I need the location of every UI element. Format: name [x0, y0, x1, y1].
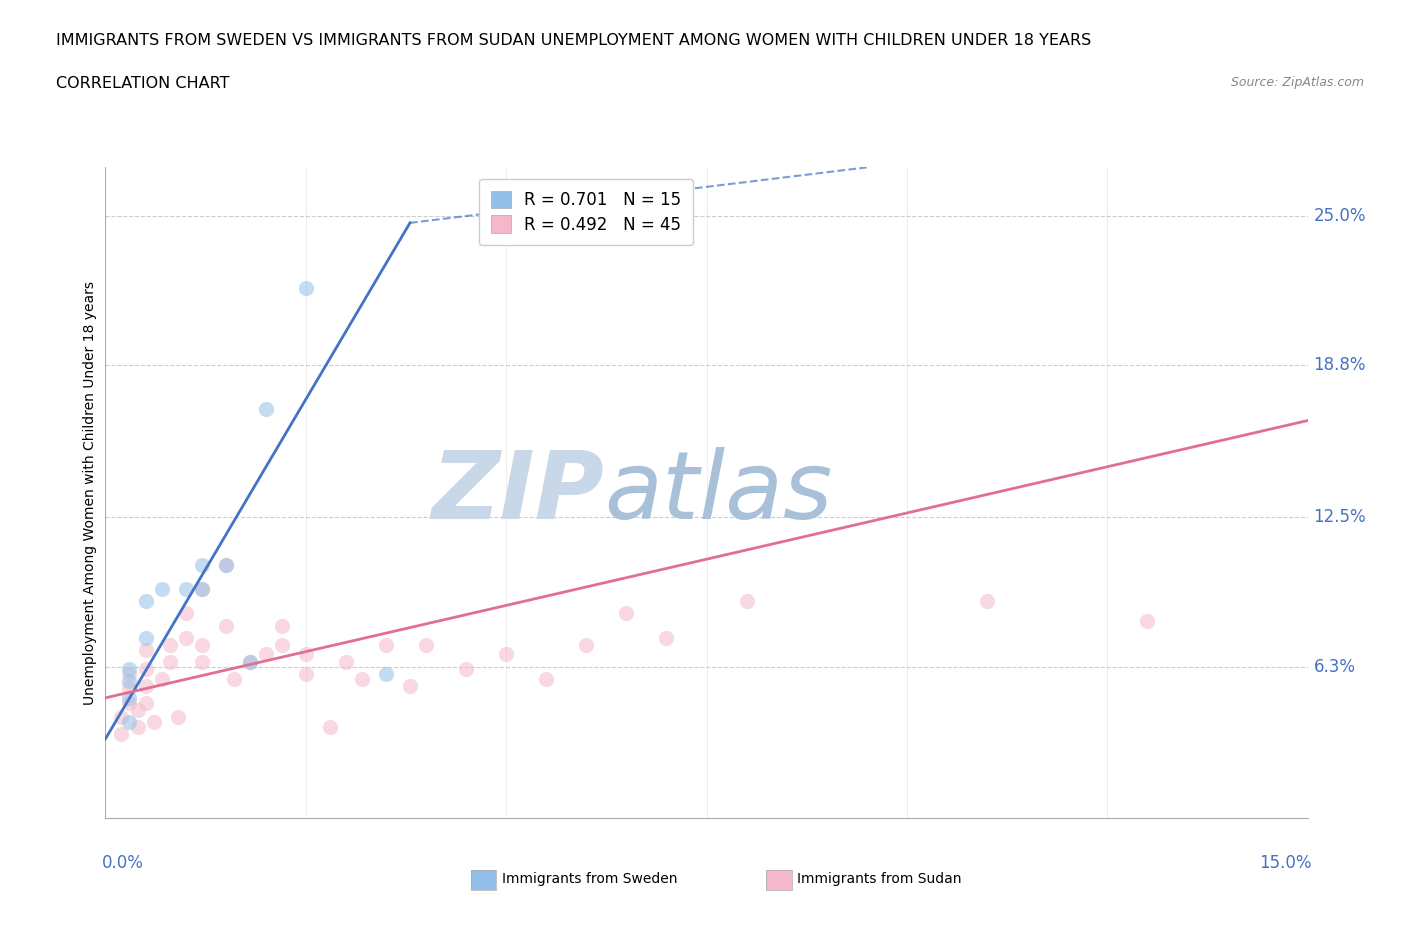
Text: atlas: atlas	[605, 447, 832, 538]
Point	[118, 666, 141, 681]
Point	[239, 654, 262, 669]
Point	[495, 647, 517, 662]
Point	[135, 631, 157, 645]
Point	[399, 678, 422, 693]
Point	[735, 594, 758, 609]
Text: Immigrants from Sudan: Immigrants from Sudan	[797, 871, 962, 886]
Point	[254, 401, 277, 416]
Point	[270, 637, 292, 652]
Text: 0.0%: 0.0%	[101, 854, 143, 872]
Text: 25.0%: 25.0%	[1313, 206, 1367, 225]
Point	[214, 618, 236, 633]
Point	[118, 714, 141, 729]
Point	[655, 631, 678, 645]
Point	[190, 654, 212, 669]
Point	[222, 671, 245, 686]
Point	[118, 696, 141, 711]
Point	[127, 719, 149, 734]
Legend: R = 0.701   N = 15, R = 0.492   N = 45: R = 0.701 N = 15, R = 0.492 N = 45	[479, 179, 693, 246]
Point	[575, 637, 598, 652]
Text: 18.8%: 18.8%	[1313, 356, 1367, 374]
Point	[159, 637, 181, 652]
Text: Immigrants from Sweden: Immigrants from Sweden	[502, 871, 678, 886]
Point	[350, 671, 373, 686]
Point	[534, 671, 557, 686]
Text: IMMIGRANTS FROM SWEDEN VS IMMIGRANTS FROM SUDAN UNEMPLOYMENT AMONG WOMEN WITH CH: IMMIGRANTS FROM SWEDEN VS IMMIGRANTS FRO…	[56, 33, 1091, 47]
Text: 6.3%: 6.3%	[1313, 658, 1355, 675]
Point	[150, 582, 173, 597]
Point	[415, 637, 437, 652]
Point	[976, 594, 998, 609]
Text: Source: ZipAtlas.com: Source: ZipAtlas.com	[1230, 76, 1364, 89]
Point	[135, 594, 157, 609]
Point	[295, 647, 318, 662]
Point	[174, 582, 197, 597]
Point	[135, 678, 157, 693]
Point	[374, 637, 398, 652]
Point	[270, 618, 292, 633]
Point	[454, 661, 477, 676]
Text: CORRELATION CHART: CORRELATION CHART	[56, 76, 229, 91]
Point	[295, 666, 318, 681]
Y-axis label: Unemployment Among Women with Children Under 18 years: Unemployment Among Women with Children U…	[83, 281, 97, 705]
Point	[190, 637, 212, 652]
Point	[110, 710, 132, 724]
Point	[616, 606, 638, 621]
Point	[110, 726, 132, 741]
Point	[254, 647, 277, 662]
Point	[214, 558, 236, 573]
Text: 15.0%: 15.0%	[1258, 854, 1312, 872]
Point	[190, 582, 212, 597]
Point	[174, 631, 197, 645]
Text: 12.5%: 12.5%	[1313, 508, 1367, 526]
Point	[118, 681, 141, 696]
Point	[190, 558, 212, 573]
Point	[239, 654, 262, 669]
Text: ZIP: ZIP	[432, 447, 605, 538]
Point	[150, 671, 173, 686]
Point	[135, 661, 157, 676]
Point	[214, 558, 236, 573]
Point	[295, 281, 318, 296]
Point	[319, 719, 342, 734]
Point	[335, 654, 357, 669]
Point	[118, 690, 141, 705]
Point	[190, 582, 212, 597]
Point	[135, 696, 157, 711]
Point	[142, 714, 165, 729]
Point	[127, 702, 149, 717]
Point	[374, 666, 398, 681]
Point	[159, 654, 181, 669]
Point	[118, 661, 141, 676]
Point	[174, 606, 197, 621]
Point	[1136, 613, 1159, 628]
Point	[135, 643, 157, 658]
Point	[166, 710, 188, 724]
Point	[118, 673, 141, 688]
